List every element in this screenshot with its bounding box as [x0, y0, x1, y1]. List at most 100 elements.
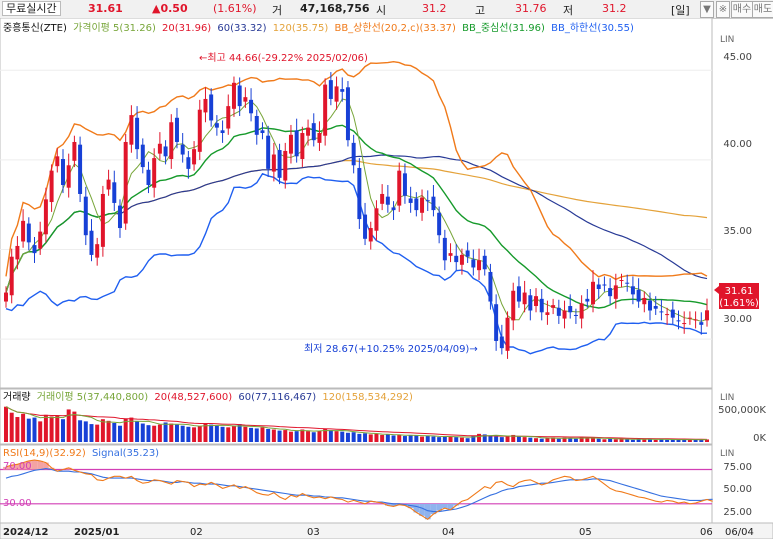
candle-body: [539, 298, 544, 313]
candle-body: [26, 223, 31, 243]
volume-bar: [442, 436, 447, 442]
candle-body: [311, 123, 316, 141]
volume-bar: [78, 420, 83, 442]
candle-body: [317, 133, 322, 143]
candle-body: [653, 306, 658, 309]
candle-body: [602, 284, 607, 286]
volume-bar: [420, 436, 425, 442]
candle-body: [89, 230, 94, 255]
candle-body: [459, 254, 464, 265]
volume-bar: [340, 431, 345, 442]
x-tick-02: 02: [190, 527, 203, 538]
candle-body: [345, 87, 350, 141]
candle-body: [123, 141, 128, 224]
quote-bar: 무료실시간 31.61 ▲0.50 (1.61%) 거 47,168,756 시…: [0, 0, 773, 19]
volume-bar: [9, 412, 14, 442]
candle-body: [608, 288, 613, 297]
settings-button[interactable]: ※: [716, 1, 730, 18]
volume-bar: [186, 426, 191, 442]
period-label[interactable]: [일]: [671, 4, 690, 17]
volume-bar: [112, 423, 117, 442]
vol-tick-500k: 500,000K: [718, 405, 766, 416]
volume-bar: [619, 438, 624, 442]
legend-ma5: 가격이평 5(31.26): [73, 21, 156, 34]
volume-bar: [249, 427, 254, 442]
volume-bar: [585, 438, 590, 442]
rsi-legend: RSI(14,9)(32.92) Signal(35.23): [3, 448, 159, 459]
volume-bar: [106, 420, 111, 442]
ma5-line: [5, 98, 708, 322]
high-label: 고: [475, 4, 486, 17]
vol-legend-ma5: 거래이평 5(37,440,800): [37, 391, 148, 403]
rsi-level-30-label: 30.00: [3, 498, 32, 509]
candle-body: [186, 157, 191, 169]
volume-bar: [391, 435, 396, 442]
legend-ma120: 120(35.75): [273, 23, 329, 34]
stock-chart[interactable]: 중흥통신(ZTE) 가격이평 5(31.26) 20(31.96) 60(33.…: [0, 18, 773, 539]
candle-body: [705, 310, 709, 321]
volume-bar: [648, 439, 653, 442]
panel-mark-price: LIN: [720, 35, 734, 45]
sell-button[interactable]: 매도: [752, 1, 773, 18]
volume-bar: [397, 434, 402, 442]
candle-body: [545, 312, 550, 315]
candle-body: [585, 298, 590, 302]
candle-body: [385, 196, 390, 205]
candle-body: [283, 150, 288, 181]
rsi-panel[interactable]: [0, 444, 713, 524]
x-tick-04: 04: [442, 527, 455, 538]
volume-value: 47,168,756: [300, 2, 370, 15]
volume-bar: [351, 432, 356, 442]
dropdown-button[interactable]: ▼: [700, 1, 714, 18]
price-panel[interactable]: [0, 18, 713, 389]
candle-body: [135, 117, 140, 150]
candle-body: [454, 255, 459, 263]
volume-bar: [317, 430, 322, 442]
price-tag-pointer: [714, 286, 719, 294]
candle-body: [300, 133, 305, 160]
low-annotation: 최저 28.67(+10.25% 2025/04/09)→: [304, 343, 478, 355]
candle-body: [351, 142, 356, 166]
volume-bar: [385, 434, 390, 442]
volume-bar: [243, 426, 248, 442]
candle-body: [271, 154, 276, 172]
volume-bar: [140, 423, 145, 442]
candle-body: [78, 144, 83, 194]
date-axis: [0, 522, 773, 539]
volume-legend: 거래량 거래이평 5(37,440,800) 20(48,527,600) 60…: [3, 391, 413, 403]
volume-bar: [129, 417, 134, 442]
volume-bar: [157, 424, 162, 442]
candle-body: [32, 245, 37, 254]
volume-bar: [95, 424, 100, 442]
volume-bar: [625, 439, 630, 442]
volume-bar: [511, 434, 516, 442]
price-tag-pct: (1.61%): [719, 298, 759, 309]
volume-bar: [174, 424, 179, 442]
volume-bar: [43, 414, 48, 442]
volume-bar: [135, 421, 140, 442]
candle-body: [100, 193, 105, 247]
volume-bar: [431, 436, 436, 442]
volume-bar: [534, 438, 539, 442]
candle-body: [448, 253, 453, 256]
volume-bar: [653, 439, 658, 442]
vol-legend-ma60: 60(77,116,467): [238, 392, 316, 403]
candle-body: [21, 220, 26, 242]
volume-bar: [345, 432, 350, 442]
volume-bar: [271, 429, 276, 442]
volume-bar: [60, 419, 65, 442]
candle-body: [15, 245, 20, 260]
volume-bar: [288, 431, 293, 442]
volume-bar: [425, 436, 430, 442]
mode-label[interactable]: 무료실시간: [2, 1, 61, 16]
candle-body: [687, 317, 692, 319]
volume-bar: [311, 432, 316, 442]
volume-bar: [636, 439, 641, 442]
vol-legend-ma120: 120(158,534,292): [322, 392, 413, 403]
volume-bar: [21, 413, 26, 442]
volume-bar: [237, 424, 242, 442]
candle-body: [420, 197, 425, 213]
volume-bar: [192, 427, 197, 442]
volume-bar: [169, 423, 174, 442]
buy-button[interactable]: 매수: [731, 1, 753, 18]
